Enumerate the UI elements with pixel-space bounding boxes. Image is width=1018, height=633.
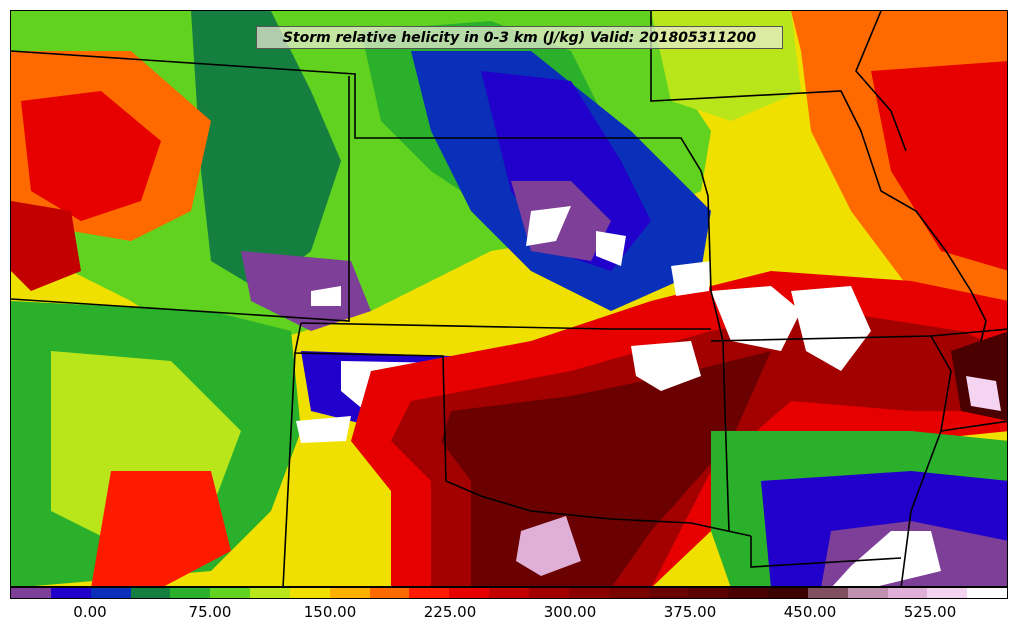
- state-borders: [11, 11, 1007, 586]
- colorbar-segment: [210, 588, 251, 598]
- colorbar-segment: [847, 588, 888, 598]
- field-white-missouri-2: [791, 286, 871, 371]
- colorbar-segment: [967, 588, 1008, 598]
- colorbar-tick-label: 0.00: [73, 603, 107, 621]
- colorbar-segment: [648, 588, 689, 598]
- field-white-kansas-2: [596, 231, 626, 266]
- colorbar-segment: [130, 588, 171, 598]
- map-title: Storm relative helicity in 0-3 km (J/kg)…: [256, 26, 783, 49]
- colorbar-segment: [728, 588, 769, 598]
- field-white-kansas-1: [526, 206, 571, 246]
- colorbar-tick-label: 300.00: [543, 603, 597, 621]
- border-kansas-oklahoma: [300, 322, 711, 330]
- colorbar-segment: [250, 588, 290, 598]
- colorbar-segment: [90, 588, 131, 598]
- field-pink-east: [966, 376, 1001, 411]
- colorbar-segment: [768, 588, 808, 598]
- colorbar-segment: [568, 588, 609, 598]
- field-pink-texas: [516, 516, 581, 576]
- colorbar-segment: [329, 588, 370, 598]
- colorbar-segment: [528, 588, 569, 598]
- colorbar-segment: [927, 588, 968, 598]
- field-white-panhandle: [311, 286, 341, 306]
- border-tennessee: [940, 420, 1007, 432]
- helicity-field-plot: [11, 11, 1007, 586]
- colorbar-segment: [807, 588, 848, 598]
- colorbar-segment: [170, 588, 211, 598]
- field-darkred-west: [11, 201, 81, 291]
- field-darkgreen-west: [191, 11, 341, 291]
- field-white-kansas-4: [671, 261, 711, 296]
- colorbar-tick-label: 225.00: [423, 603, 477, 621]
- colorbar-tick-label: 375.00: [663, 603, 717, 621]
- field-white-texas-1: [296, 416, 351, 443]
- colorbar-segment: [289, 588, 330, 598]
- border-arkansas-louisiana: [750, 536, 902, 568]
- colorbar-segment: [449, 588, 490, 598]
- colorbar-segment: [409, 588, 450, 598]
- colorbar-tick-label: 75.00: [188, 603, 232, 621]
- border-texas-newmexico: [282, 352, 296, 586]
- colorbar-segment: [369, 588, 410, 598]
- field-maroon-core: [441, 351, 771, 586]
- field-white-kansas-3: [631, 341, 701, 391]
- colorbar-segment: [688, 588, 729, 598]
- border-illinois: [855, 11, 907, 152]
- colorbar-tick-label: 450.00: [783, 603, 837, 621]
- colorbar-tick-label: 150.00: [303, 603, 357, 621]
- border-oklahoma-texas: [294, 322, 752, 537]
- field-red-rockies: [21, 91, 161, 221]
- colorbar-tick-label: 525.00: [903, 603, 957, 621]
- colorbar-segment: [887, 588, 928, 598]
- border-new-mexico-colorado: [11, 76, 350, 322]
- helicity-map: Storm relative helicity in 0-3 km (J/kg)…: [10, 10, 1008, 587]
- colorbar-segment: [608, 588, 649, 598]
- border-colorado-kansas: [11, 50, 730, 532]
- field-red-southwest: [91, 471, 231, 586]
- colorbar-segment: [489, 588, 529, 598]
- border-iowa-missouri: [650, 11, 987, 342]
- colorbar-segment: [11, 588, 51, 598]
- colorbar: [10, 587, 1008, 599]
- colorbar-segment: [50, 588, 91, 598]
- field-red-northeast: [871, 61, 1007, 271]
- field-white-missouri-1: [711, 286, 801, 351]
- field-purple-panhandle: [241, 251, 371, 331]
